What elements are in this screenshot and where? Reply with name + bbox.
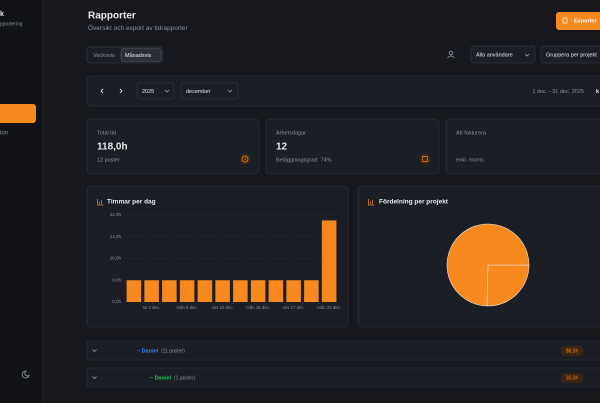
bar (162, 280, 177, 302)
export-button[interactable] (556, 12, 600, 30)
theme-toggle[interactable] (21, 370, 30, 379)
stat-card (445, 118, 600, 175)
bar (126, 280, 142, 302)
x-tick-label: ons 17 dec. (283, 305, 305, 310)
prev-button[interactable] (100, 88, 104, 94)
page-subtitle: Översikt och export av tidrapporter (88, 24, 189, 32)
hours-label: 30,0h (566, 376, 579, 382)
expand-chevron[interactable] (92, 376, 97, 380)
brand-sub: pportering (0, 21, 23, 27)
stat-card (265, 118, 440, 175)
bar (144, 280, 159, 302)
project-name: – Daniel (137, 348, 159, 354)
y-tick-label: 0,0h (112, 299, 121, 304)
chart-title: Fördelning per projekt (379, 199, 449, 206)
project-count: (1 poster) (174, 375, 196, 381)
y-tick-label: 32,0h (110, 212, 122, 217)
hours-badge (561, 346, 583, 356)
month-select[interactable] (180, 82, 239, 100)
stat-note: 12 poster (97, 157, 120, 163)
x-tick-label: mån 22 dec. (317, 305, 341, 310)
project-count: (11 poster) (161, 348, 185, 354)
chevron (227, 89, 233, 93)
nav-item[interactable]: ion (0, 131, 8, 137)
clock-icon (241, 155, 249, 163)
active-nav[interactable] (0, 104, 36, 123)
project-row[interactable] (86, 340, 600, 361)
hours-badge (561, 373, 583, 383)
y-tick-label: 24,0h (110, 234, 122, 239)
group-select[interactable] (540, 45, 600, 64)
bar (321, 220, 337, 302)
stat-value: 118,0h (97, 142, 128, 153)
bar (197, 280, 213, 302)
sidebar (0, 0, 43, 403)
stat-card (86, 118, 260, 175)
chevron (524, 53, 530, 57)
chart-icon (97, 199, 104, 206)
toggle-option[interactable]: Månadsvis (125, 52, 152, 59)
stat-label: Total tid (97, 130, 116, 136)
stat-note: exkl. moms (456, 157, 484, 163)
user-icon (448, 50, 454, 56)
x-tick-label: ons 10 dec. (212, 305, 234, 310)
clock-icon (244, 157, 247, 160)
calendar-icon (421, 156, 429, 162)
chart-title: Timmar per dag (107, 199, 156, 206)
year-select[interactable] (136, 82, 175, 100)
bar (268, 280, 284, 302)
expand-chevron[interactable] (92, 349, 97, 353)
stat-note: Beläggningsgrad: 74% (276, 157, 331, 163)
period-range: 1 dec. - 31 dec. 2025 (532, 89, 584, 95)
export-icon (562, 17, 568, 24)
x-tick-label: tis 2 dec. (143, 305, 160, 310)
next-button[interactable] (119, 88, 123, 94)
project-name: – Daniel (150, 375, 172, 381)
y-tick-label: 16,0h (110, 256, 122, 261)
brand: k (0, 11, 4, 18)
bar (250, 280, 266, 302)
bar (286, 280, 301, 302)
pie-slice (446, 223, 530, 307)
stat-value: 12 (276, 142, 288, 153)
page-title: Rapporter (88, 11, 136, 22)
bar (233, 280, 248, 302)
user-icon (447, 55, 455, 59)
stat-label: Att fakturera (456, 130, 487, 136)
stat-icon (419, 153, 431, 165)
hours-label: 88,0h (566, 349, 579, 355)
year-label[interactable]: 2025 (142, 89, 154, 95)
x-tick-label: mån 15 dec. (246, 305, 270, 310)
period-extra[interactable]: k (596, 89, 600, 95)
project-row[interactable] (86, 367, 600, 388)
bar (215, 280, 230, 302)
user-select[interactable] (470, 45, 536, 64)
toggle-option[interactable]: Veckovis (93, 53, 115, 59)
month-label[interactable]: december (186, 89, 211, 95)
y-tick-label: 8,0h (112, 277, 121, 282)
user-select-label[interactable]: Alla användare (476, 52, 513, 58)
bar (179, 280, 195, 302)
stat-label: Arbetsdagar (276, 130, 306, 136)
group-select-label[interactable]: Gruppera per projekt (546, 52, 597, 58)
chevron (164, 89, 170, 93)
chart-icon (368, 199, 375, 206)
x-tick-label: mån 8 dec. (176, 305, 197, 310)
toggle-active[interactable] (120, 48, 162, 62)
bar (304, 280, 319, 302)
pie-slice (486, 264, 530, 307)
export-label[interactable]: Exporter (574, 18, 597, 24)
